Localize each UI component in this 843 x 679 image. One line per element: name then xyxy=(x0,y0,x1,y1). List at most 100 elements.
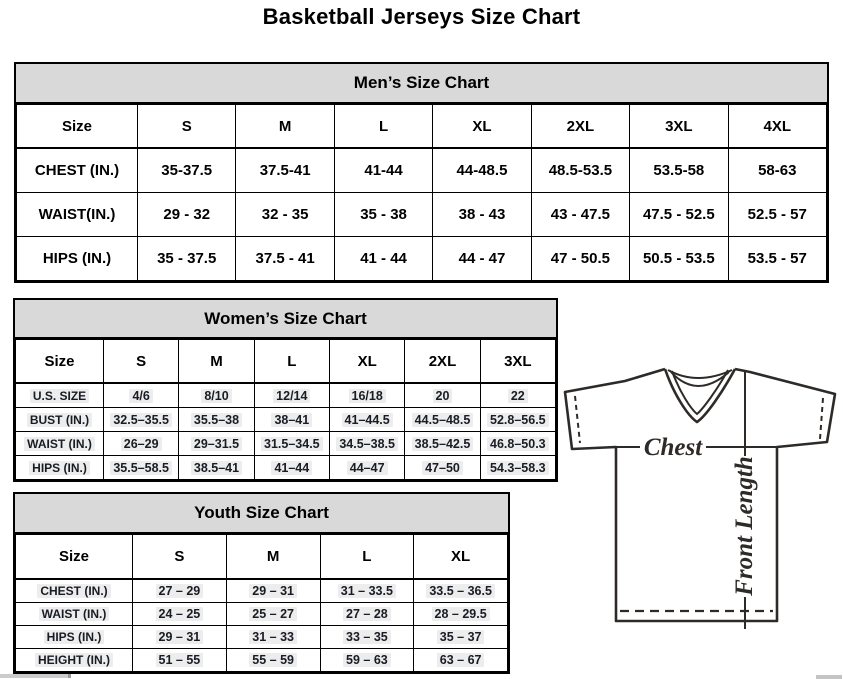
size-value-cell: 27 – 28 xyxy=(319,602,415,626)
size-value-cell: 35 – 37 xyxy=(413,625,508,649)
table-row: HIPS (IN.) 29 – 31 31 – 33 33 – 35 35 – 37 xyxy=(15,625,508,649)
size-column-header: S xyxy=(132,534,227,580)
table-row: CHEST (IN.) 35-37.5 37.5-41 41-44 44-48.5 48.… xyxy=(16,147,828,193)
size-column-header: XL xyxy=(432,104,532,149)
size-value-cell: 27 – 29 xyxy=(132,578,227,603)
youth-chart-title: Youth Size Chart xyxy=(15,494,508,534)
size-value-cell: 38.5–42.5 xyxy=(404,431,481,456)
size-value-cell: 46.8–50.3 xyxy=(479,431,557,456)
row-label: HEIGHT (IN.) xyxy=(15,648,133,672)
row-label: HIPS (IN.) xyxy=(16,236,138,281)
size-value-cell: 16/18 xyxy=(328,382,406,408)
size-value-cell: 31 – 33 xyxy=(225,625,321,649)
size-column-header: 2XL xyxy=(404,339,481,384)
row-label: CHEST (IN.) xyxy=(16,147,138,193)
size-value-cell: 33.5 – 36.5 xyxy=(413,578,508,603)
chest-label: Chest xyxy=(644,434,703,461)
size-header-row: Size S M L XL xyxy=(15,534,508,580)
size-value-cell: 24 – 25 xyxy=(132,602,227,626)
size-header-row: Size S M L XL 2XL 3XL 4XL xyxy=(16,104,828,149)
size-column-header: M xyxy=(235,104,335,149)
row-label: WAIST (IN.) xyxy=(15,431,104,456)
size-column-header: M xyxy=(178,339,255,384)
row-label: WAIST(IN.) xyxy=(16,192,138,237)
jersey-diagram-svg: Chest Front Length xyxy=(563,367,837,629)
size-value-cell: 33 – 35 xyxy=(319,625,415,649)
size-value-cell: 4/6 xyxy=(102,382,180,408)
size-value-cell: 41-44 xyxy=(333,147,434,193)
size-value-cell: 32.5–35.5 xyxy=(102,407,180,432)
page-title: Basketball Jerseys Size Chart xyxy=(262,4,581,29)
size-value-cell: 35-37.5 xyxy=(136,147,237,193)
size-value-cell: 44 - 47 xyxy=(432,236,532,281)
size-value-cell: 37.5-41 xyxy=(235,147,335,193)
collar-inner-v xyxy=(671,369,729,416)
table-row: HIPS (IN.) 35.5–58.5 38.5–41 41–44 44–47 47–5… xyxy=(15,455,557,480)
size-corner-header: Size xyxy=(15,339,104,384)
size-value-cell: 35.5–38 xyxy=(178,407,255,432)
collar-outer-v xyxy=(663,368,737,424)
size-value-cell: 31 – 33.5 xyxy=(319,578,415,603)
size-value-cell: 12/14 xyxy=(253,382,330,408)
womens-size-chart: Women’s Size Chart Size S M L XL 2XL 3XL U.S. S… xyxy=(13,298,558,482)
size-value-cell: 44–47 xyxy=(328,455,406,480)
size-column-header: XL xyxy=(413,534,508,580)
row-label: WAIST (IN.) xyxy=(15,602,133,626)
size-value-cell: 38–41 xyxy=(253,407,330,432)
size-value-cell: 38.5–41 xyxy=(178,455,255,480)
right-cuff-dashed-line xyxy=(819,397,824,440)
table-row: HEIGHT (IN.) 51 – 55 55 – 59 59 – 63 63 – 67 xyxy=(15,648,508,672)
jersey-outline xyxy=(563,367,837,623)
size-value-cell: 41–44 xyxy=(253,455,330,480)
size-column-header: L xyxy=(253,339,330,384)
collar-back-arc-1 xyxy=(667,369,733,379)
size-value-cell: 54.3–58.3 xyxy=(479,455,557,480)
row-label: HIPS (IN.) xyxy=(15,455,104,480)
youth-size-chart: Youth Size Chart Size S M L XL CHEST (IN.) 27 … xyxy=(13,492,510,674)
size-value-cell: 52.5 - 57 xyxy=(727,192,828,237)
size-value-cell: 29–31.5 xyxy=(178,431,255,456)
size-value-cell: 20 xyxy=(404,382,481,408)
size-value-cell: 51 – 55 xyxy=(132,648,227,672)
mens-size-chart: Men’s Size Chart Size S M L XL 2XL 3XL 4XL CHEST… xyxy=(14,62,829,283)
jersey-measurement-diagram: Chest Front Length xyxy=(556,358,842,660)
size-value-cell: 47–50 xyxy=(404,455,481,480)
size-value-cell: 41 - 44 xyxy=(333,236,434,281)
size-value-cell: 58-63 xyxy=(727,147,828,193)
horizontal-scrollbar-fragment[interactable] xyxy=(816,675,842,679)
horizontal-scrollbar-thumb[interactable] xyxy=(0,674,71,678)
size-value-cell: 50.5 - 53.5 xyxy=(629,236,729,281)
table-row: WAIST (IN.) 24 – 25 25 – 27 27 – 28 28 – 29.… xyxy=(15,602,508,626)
size-column-header: 4XL xyxy=(727,104,828,149)
size-value-cell: 35 - 37.5 xyxy=(136,236,237,281)
size-value-cell: 34.5–38.5 xyxy=(328,431,406,456)
size-value-cell: 52.8–56.5 xyxy=(479,407,557,432)
size-header-row: Size S M L XL 2XL 3XL xyxy=(15,339,557,384)
size-value-cell: 44.5–48.5 xyxy=(404,407,481,432)
row-label: CHEST (IN.) xyxy=(15,578,133,603)
size-column-header: L xyxy=(333,104,434,149)
size-column-header: M xyxy=(225,534,321,580)
front-length-label: Front Length xyxy=(731,456,758,597)
size-value-cell: 48.5-53.5 xyxy=(530,147,631,193)
size-corner-header: Size xyxy=(15,534,133,580)
size-value-cell: 37.5 - 41 xyxy=(235,236,335,281)
row-label: U.S. SIZE xyxy=(15,382,104,408)
table-row: BUST (IN.) 32.5–35.5 35.5–38 38–41 41–44.5 44… xyxy=(15,407,557,432)
table-row: HIPS (IN.) 35 - 37.5 37.5 - 41 41 - 44 44 - … xyxy=(16,236,828,281)
table-row: CHEST (IN.) 27 – 29 29 – 31 31 – 33.5 33.5 –… xyxy=(15,578,508,603)
collar-back-arc-2 xyxy=(670,371,730,387)
size-value-cell: 26–29 xyxy=(102,431,180,456)
size-value-cell: 38 - 43 xyxy=(432,192,532,237)
size-column-header: S xyxy=(102,339,180,384)
mens-size-table: Size S M L XL 2XL 3XL 4XL CHEST (IN.) 35-37.5 37.5… xyxy=(16,104,828,281)
size-value-cell: 29 – 31 xyxy=(225,578,321,603)
size-value-cell: 63 – 67 xyxy=(413,648,508,672)
size-value-cell: 22 xyxy=(479,382,557,408)
size-value-cell: 29 - 32 xyxy=(136,192,237,237)
size-value-cell: 53.5-58 xyxy=(629,147,729,193)
size-value-cell: 32 - 35 xyxy=(235,192,335,237)
size-value-cell: 47 - 50.5 xyxy=(530,236,631,281)
size-value-cell: 47.5 - 52.5 xyxy=(629,192,729,237)
size-value-cell: 43 - 47.5 xyxy=(530,192,631,237)
